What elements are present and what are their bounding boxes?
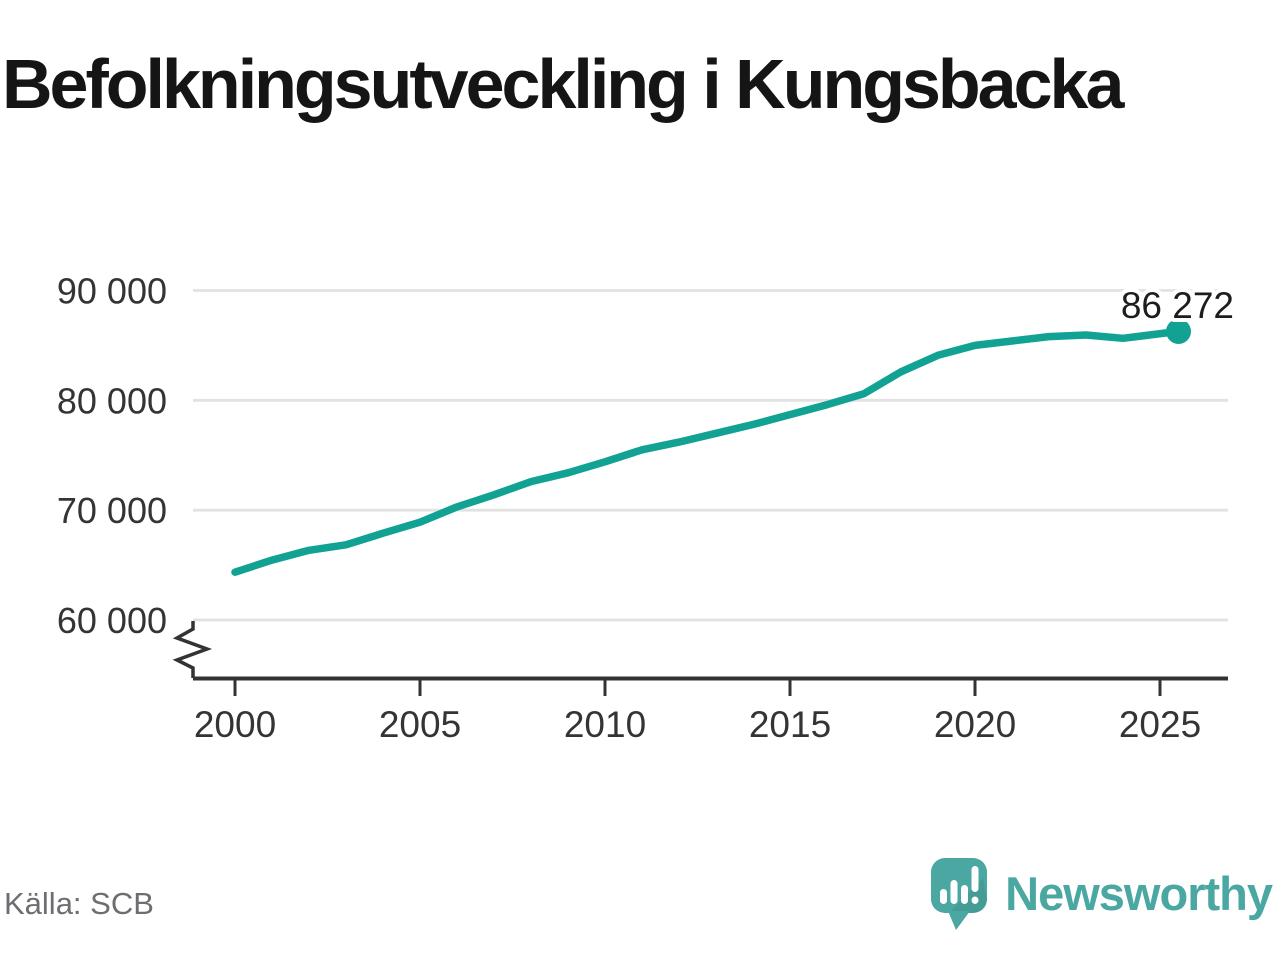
x-tick-label: 2000 (194, 704, 276, 745)
x-tick-label: 2015 (749, 704, 831, 745)
population-line (231, 327, 1183, 576)
newsworthy-bubble-icon (931, 858, 988, 930)
end-point-marker (1166, 318, 1191, 344)
chart-title: Befolkningsutveckling i Kungsbacka (2, 45, 1124, 123)
newsworthy-logo: Newsworthy (929, 856, 1273, 936)
x-tick-label: 2010 (564, 704, 646, 745)
newsworthy-wordmark: Newsworthy (1005, 867, 1273, 920)
source-label: Källa: SCB (4, 886, 154, 921)
axis-break-icon (172, 621, 213, 678)
x-tick-label: 2005 (379, 704, 461, 745)
y-tick-label: 90 000 (57, 271, 167, 312)
x-tick-label: 2025 (1119, 704, 1201, 745)
y-tick-label: 70 000 (57, 490, 167, 531)
end-value-label: 86 272 (1121, 285, 1234, 326)
y-tick-label: 80 000 (57, 380, 167, 421)
x-tick-label: 2020 (934, 704, 1016, 745)
y-tick-label: 60 000 (57, 600, 167, 641)
